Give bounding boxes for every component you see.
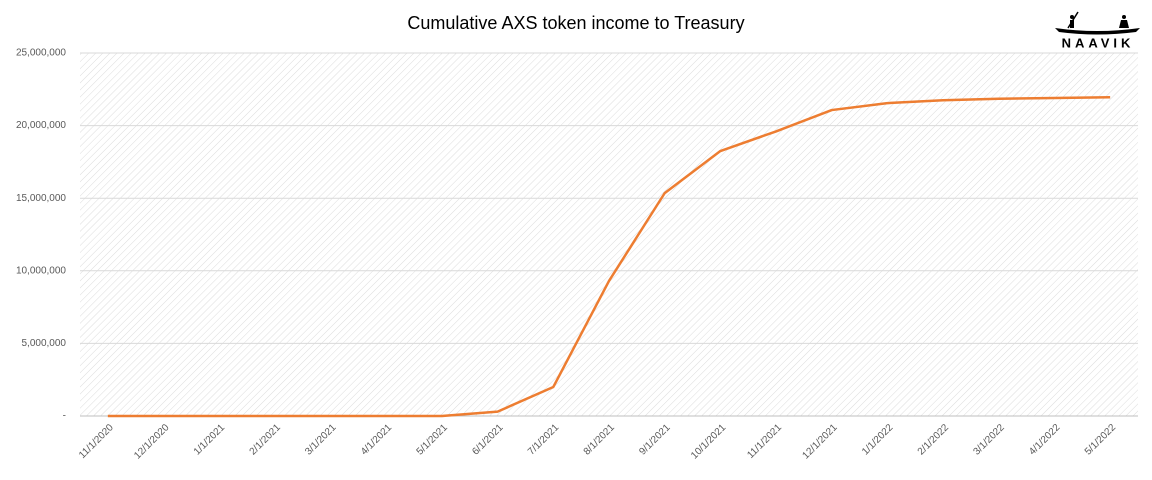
x-tick-label: 8/1/2021 bbox=[582, 422, 618, 458]
x-tick-label: 2/1/2021 bbox=[248, 422, 284, 458]
logo-text: NAAVIK bbox=[1062, 35, 1135, 50]
x-tick-label: 5/1/2021 bbox=[415, 422, 451, 458]
x-tick-label: 6/1/2021 bbox=[470, 422, 506, 458]
x-tick-label: 12/1/2021 bbox=[800, 422, 840, 462]
y-tick-label: 5,000,000 bbox=[22, 338, 67, 349]
x-tick-label: 4/1/2022 bbox=[1027, 422, 1063, 458]
plot-area bbox=[80, 53, 1138, 416]
x-tick-label: 11/1/2020 bbox=[77, 422, 116, 461]
x-tick-label: 7/1/2021 bbox=[526, 422, 562, 458]
y-tick-label: - bbox=[63, 411, 66, 422]
x-tick-label: 11/1/2021 bbox=[745, 422, 784, 461]
y-tick-label: 15,000,000 bbox=[16, 193, 66, 204]
line-series bbox=[107, 96, 1111, 418]
y-tick-label: 20,000,000 bbox=[16, 120, 66, 131]
x-tick-label: 3/1/2021 bbox=[303, 422, 339, 458]
x-tick-label: 4/1/2021 bbox=[359, 422, 395, 458]
logo: NAAVIK bbox=[1055, 11, 1140, 50]
x-tick-label: 9/1/2021 bbox=[637, 422, 673, 458]
x-tick-label: 1/1/2021 bbox=[192, 422, 228, 458]
y-tick-label: 10,000,000 bbox=[16, 265, 66, 276]
y-tick-label: 25,000,000 bbox=[16, 48, 66, 59]
chart-title: Cumulative AXS token income to Treasury bbox=[407, 13, 744, 33]
x-tick-label: 3/1/2022 bbox=[971, 422, 1007, 458]
x-tick-label: 12/1/2020 bbox=[132, 422, 172, 462]
x-tick-label: 2/1/2022 bbox=[916, 422, 952, 458]
x-tick-label: 1/1/2022 bbox=[860, 422, 896, 458]
x-tick-label: 5/1/2022 bbox=[1083, 422, 1119, 458]
x-tick-label: 10/1/2021 bbox=[689, 422, 729, 462]
